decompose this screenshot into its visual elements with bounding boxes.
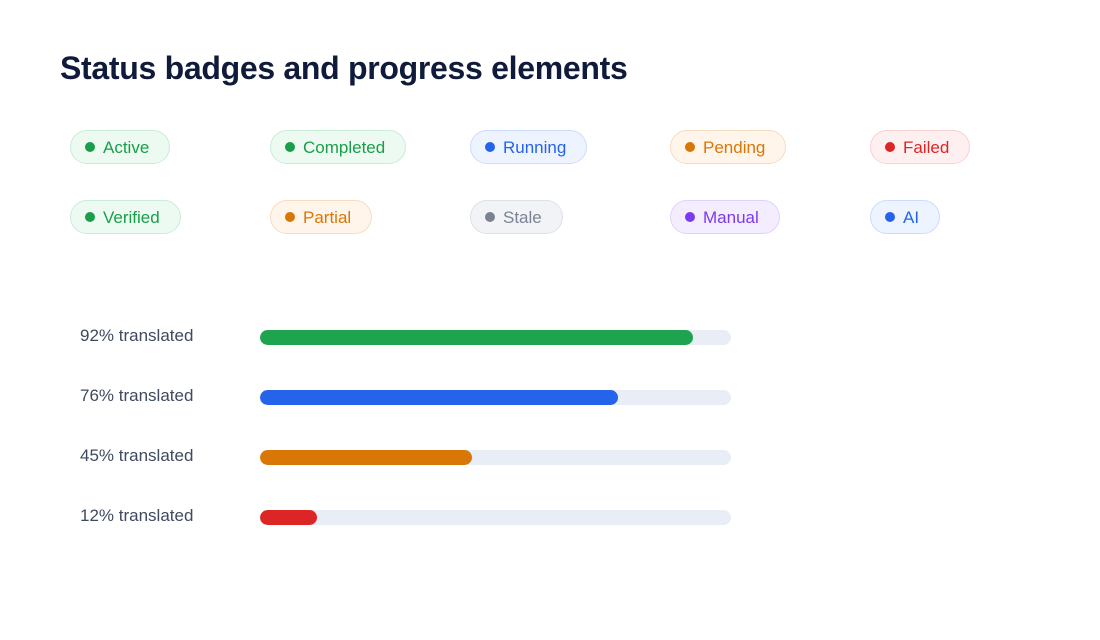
badge-label: AI [903,207,920,227]
status-dot-icon [85,142,95,152]
progress-fill [260,390,618,405]
badge-grid: Active Completed Running Pending Failed … [70,130,1070,234]
status-badge-stale: Stale [470,200,563,234]
status-badge-failed: Failed [870,130,971,164]
status-dot-icon [85,212,95,222]
badge-label: Completed [303,137,386,157]
status-dot-icon [685,142,695,152]
progress-label: 92% translated [80,326,194,345]
progress-fill [260,450,472,465]
status-dot-icon [485,142,495,152]
badge-label: Verified [103,207,160,227]
status-badge-ai: AI [870,200,941,234]
status-badge-verified: Verified [70,200,181,234]
progress-track [260,330,731,345]
status-badge-completed: Completed [270,130,407,164]
status-dot-icon [285,142,295,152]
badge-label: Stale [503,207,542,227]
page-title: Status badges and progress elements [60,50,628,86]
status-dot-icon [885,142,895,152]
status-dot-icon [885,212,895,222]
badge-label: Active [103,137,150,157]
progress-fill [260,330,694,345]
progress-label: 12% translated [80,506,194,525]
status-badge-running: Running [470,130,588,164]
progress-label: 45% translated [80,446,194,465]
status-badge-active: Active [70,130,171,164]
badge-label: Partial [303,207,352,227]
status-dot-icon [685,212,695,222]
status-dot-icon [285,212,295,222]
badge-label: Failed [903,137,950,157]
progress-track [260,510,731,525]
progress-fill [260,510,317,525]
status-badge-manual: Manual [670,200,780,234]
status-dot-icon [485,212,495,222]
badge-label: Manual [703,207,759,227]
progress-track [260,390,731,405]
progress-label: 76% translated [80,386,194,405]
status-badge-partial: Partial [270,200,373,234]
status-badge-pending: Pending [670,130,787,164]
progress-track [260,450,731,465]
badge-label: Running [503,137,567,157]
badge-label: Pending [703,137,766,157]
